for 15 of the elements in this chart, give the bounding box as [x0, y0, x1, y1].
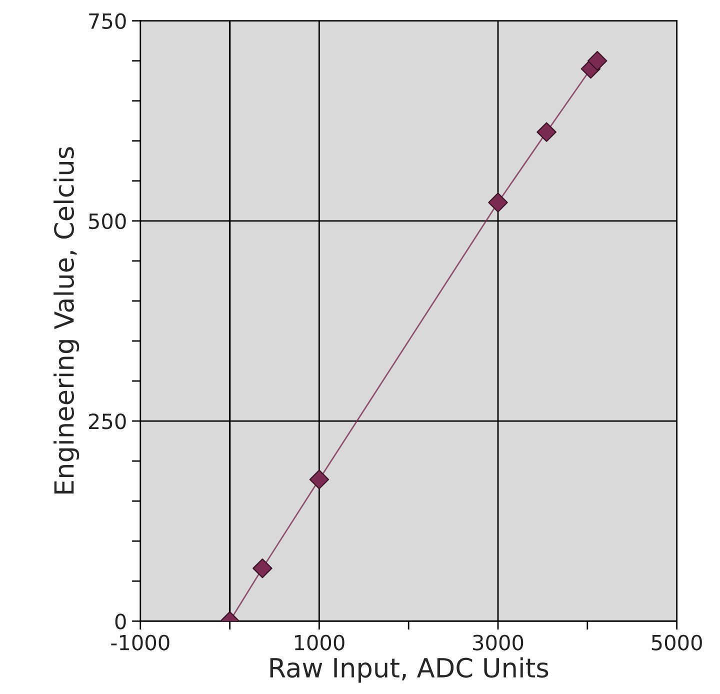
y-tick-label: 0 — [115, 614, 126, 630]
y-tick-label: 500 — [89, 213, 126, 230]
x-tick-label: 5000 — [652, 634, 702, 650]
y-tick-label: 750 — [89, 13, 126, 30]
y-tick-label: 250 — [88, 413, 126, 430]
x-tick-label: 1000 — [294, 634, 344, 650]
y-axis-title: Engineering Value, Celcius — [54, 147, 80, 494]
point — [252, 558, 272, 578]
point — [536, 122, 556, 142]
x-tick-label: -1000 — [111, 634, 170, 650]
point — [488, 192, 508, 212]
point — [587, 50, 608, 71]
x-axis-title: Raw Input, ADC Units — [270, 657, 548, 683]
point — [309, 470, 330, 490]
x-tick-label: 3000 — [473, 634, 524, 650]
